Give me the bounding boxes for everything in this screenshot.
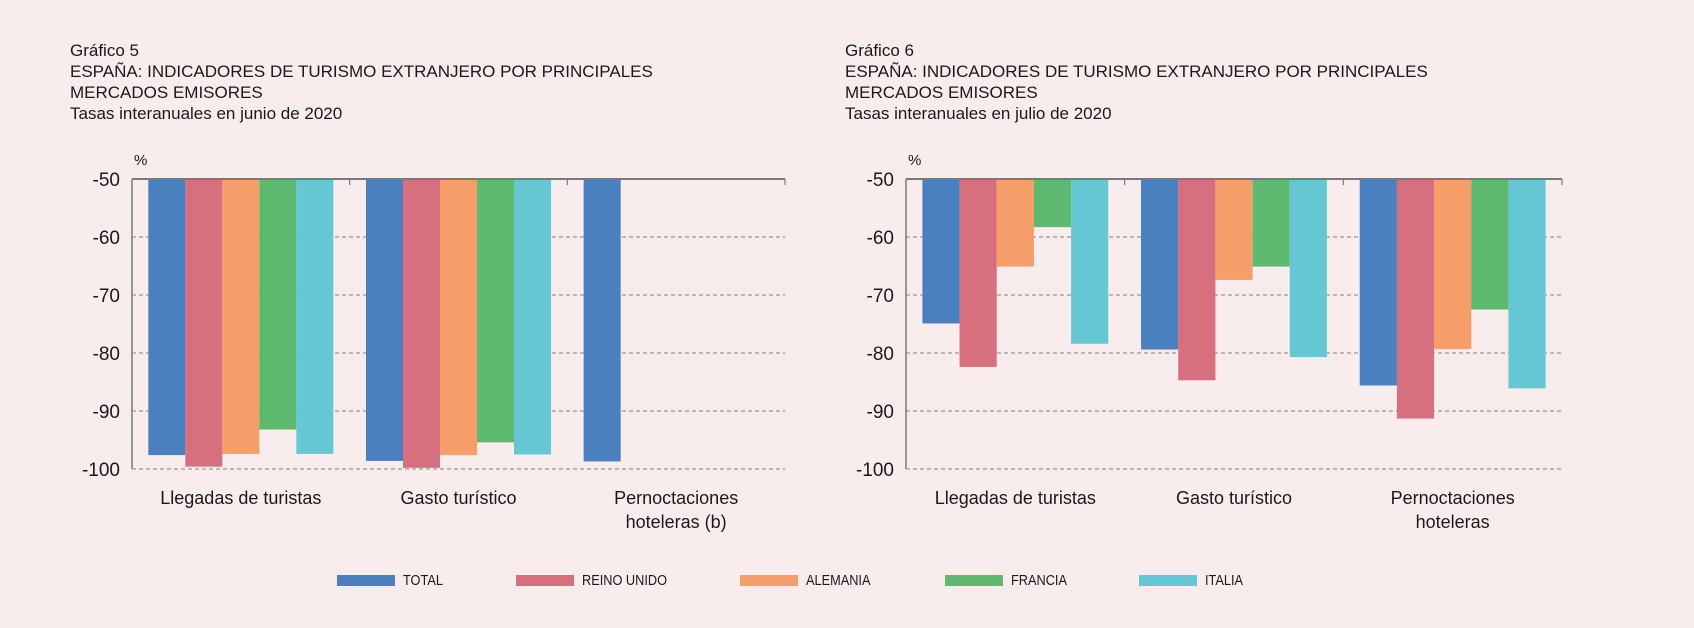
bar-alemania (1215, 179, 1253, 280)
legend-swatch (337, 575, 395, 586)
chart1-header: Gráfico 5 ESPAÑA: INDICADORES DE TURISMO… (70, 40, 653, 124)
y-tick-label: -90 (867, 402, 894, 423)
y-tick-label: -70 (93, 286, 120, 307)
y-tick-label: -100 (856, 460, 894, 481)
bar-alemania (439, 179, 478, 456)
chart1-plot: -50 -60 -70 -80 -90 -100% Llegadas de turistas… (82, 152, 786, 532)
y-tick-label: -80 (93, 344, 120, 365)
legend-label: FRANCIA (1011, 572, 1067, 589)
legend-swatch (516, 575, 574, 586)
bar-total (583, 179, 621, 462)
legend-item-reino-unido: REINO UNIDO (516, 572, 682, 589)
chart2-plot: -50 -60 -70 -80 -90 -100% Llegadas de turistas… (856, 152, 1563, 532)
legend-item-italia: ITALIA (1139, 572, 1250, 589)
y-tick-label: -60 (867, 228, 894, 249)
legend-label: ITALIA (1205, 572, 1244, 589)
legend: TOTAL REINO UNIDO ALEMANIA FRANCIA ITALI… (0, 572, 1694, 592)
legend-item-francia: FRANCIA (945, 572, 1077, 589)
bar-reino-unido (1396, 179, 1435, 419)
bar-total (1359, 179, 1397, 386)
bar-francia (259, 179, 297, 430)
legend-label: TOTAL (403, 572, 443, 589)
x-category-label: Llegadas de turistas (160, 488, 321, 508)
bar-total (365, 179, 403, 461)
bar-francia (1471, 179, 1509, 310)
y-tick-label: -90 (93, 402, 120, 423)
y-tick-label: -80 (867, 344, 894, 365)
bar-reino-unido (959, 179, 997, 367)
x-category-label: Pernoctaciones (1391, 488, 1515, 508)
y-tick-label: -50 (867, 170, 894, 191)
legend-swatch (1139, 575, 1197, 586)
chart2-number: Gráfico 6 (845, 41, 914, 60)
bar-total (1141, 179, 1179, 350)
bar-alemania (1434, 179, 1472, 349)
legend-swatch (945, 575, 1003, 586)
y-axis-unit: % (134, 152, 147, 169)
legend-swatch (740, 575, 798, 586)
chart2-header: Gráfico 6 ESPAÑA: INDICADORES DE TURISMO… (845, 40, 1428, 124)
chart2-subtitle: Tasas interanuales en julio de 2020 (845, 104, 1112, 123)
legend-label: ALEMANIA (806, 572, 871, 589)
legend-label: REINO UNIDO (582, 572, 668, 589)
y-tick-label: -70 (867, 286, 894, 307)
bar-francia (1252, 179, 1290, 267)
bar-alemania (996, 179, 1034, 267)
x-category-label: hoteleras (1416, 512, 1490, 532)
chart1-number: Gráfico 5 (70, 41, 139, 60)
bar-total (922, 179, 960, 324)
chart2-title: ESPAÑA: INDICADORES DE TURISMO EXTRANJER… (845, 62, 1428, 81)
chart2-title-line2: MERCADOS EMISORES (845, 83, 1038, 102)
x-category-label: hoteleras (b) (626, 512, 727, 532)
bar-italia (514, 179, 552, 455)
x-category-label: Llegadas de turistas (935, 488, 1096, 508)
bar-reino-unido (402, 179, 440, 468)
legend-item-total: TOTAL (337, 572, 450, 589)
bar-italia (296, 179, 334, 454)
x-category-label: Gasto turístico (400, 488, 516, 508)
bar-reino-unido (185, 179, 223, 467)
bar-francia (1033, 179, 1072, 228)
x-category-label: Pernoctaciones (614, 488, 738, 508)
chart1-subtitle: Tasas interanuales en junio de 2020 (70, 104, 343, 123)
y-tick-label: -60 (93, 228, 120, 249)
bar-italia (1071, 179, 1109, 344)
bar-italia (1508, 179, 1546, 389)
y-axis-unit: % (908, 152, 921, 169)
y-tick-label: -100 (82, 460, 120, 481)
chart1-title-line2: MERCADOS EMISORES (70, 83, 263, 102)
legend-item-alemania: ALEMANIA (740, 572, 882, 589)
x-category-label: Gasto turístico (1176, 488, 1292, 508)
bar-italia (1289, 179, 1327, 358)
chart1-title: ESPAÑA: INDICADORES DE TURISMO EXTRANJER… (70, 62, 653, 81)
bar-alemania (222, 179, 260, 454)
bar-reino-unido (1178, 179, 1216, 381)
y-tick-label: -50 (93, 170, 120, 191)
bar-francia (477, 179, 515, 443)
bar-total (148, 179, 186, 456)
